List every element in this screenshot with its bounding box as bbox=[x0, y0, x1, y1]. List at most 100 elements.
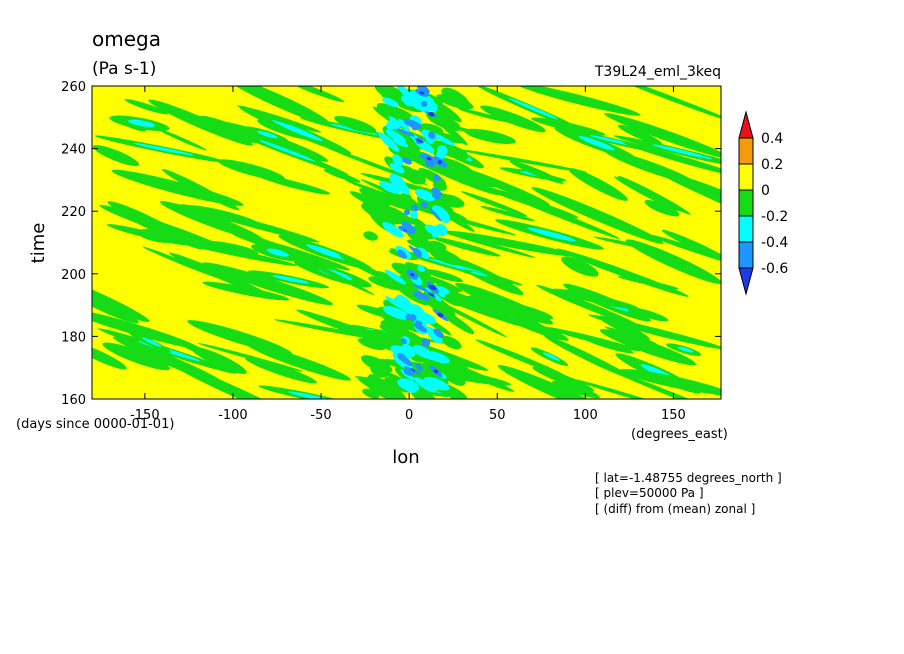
convective-band-strong bbox=[400, 338, 407, 345]
negative-anomaly-streak bbox=[198, 240, 259, 256]
negative-anomaly-streak bbox=[92, 308, 198, 349]
convective-band-core bbox=[433, 293, 442, 302]
colorbar-level-label: -0.4 bbox=[761, 235, 788, 251]
convective-band-peak bbox=[410, 273, 415, 277]
convective-band-strong bbox=[403, 368, 415, 376]
convective-band-cell bbox=[362, 388, 380, 399]
convective-band-cell bbox=[407, 175, 419, 185]
negative-anomaly-core bbox=[142, 337, 162, 347]
convective-band-core bbox=[423, 376, 450, 391]
negative-anomaly-streak bbox=[187, 320, 292, 355]
negative-anomaly-streak bbox=[457, 108, 513, 123]
convective-band-cell bbox=[380, 320, 402, 338]
y-tick-label: 200 bbox=[61, 268, 86, 283]
convective-band-core bbox=[417, 264, 425, 272]
negative-anomaly-streak bbox=[137, 228, 177, 243]
negative-anomaly-streak bbox=[323, 145, 428, 186]
convective-band-cell bbox=[363, 231, 378, 241]
x-tick-label: 0 bbox=[405, 408, 413, 423]
convective-band-strong bbox=[421, 100, 428, 108]
negative-anomaly-streak bbox=[246, 343, 352, 381]
negative-anomaly-core bbox=[543, 352, 560, 361]
x-tick-label: 50 bbox=[489, 408, 506, 423]
chart-title: omega bbox=[92, 27, 161, 51]
colorbar-level-label: -0.6 bbox=[761, 261, 788, 277]
negative-anomaly-streak bbox=[156, 128, 207, 151]
convective-band-strong bbox=[431, 187, 442, 197]
negative-anomaly-streak bbox=[568, 168, 628, 201]
negative-anomaly-streak bbox=[625, 239, 721, 284]
negative-anomaly-streak bbox=[489, 187, 620, 239]
negative-anomaly-core bbox=[527, 227, 577, 242]
convective-band-cell bbox=[422, 274, 463, 293]
colorbar-band bbox=[738, 189, 754, 217]
convective-band-cell bbox=[432, 100, 462, 123]
x-tick-label: 100 bbox=[573, 408, 598, 423]
convective-band-core bbox=[389, 163, 405, 174]
convective-band-peak bbox=[437, 160, 442, 165]
convective-band-strong bbox=[401, 221, 416, 234]
negative-anomaly-streak bbox=[552, 380, 600, 399]
negative-anomaly-streak bbox=[571, 378, 670, 399]
convective-band-core bbox=[393, 138, 409, 148]
x-axis-units: (degrees_east) bbox=[631, 427, 728, 442]
negative-anomaly-streak bbox=[168, 252, 275, 299]
negative-anomaly-core bbox=[272, 275, 309, 284]
plot-frame bbox=[91, 85, 722, 400]
y-tick-label: 220 bbox=[61, 205, 86, 220]
negative-anomaly-streak bbox=[287, 86, 345, 103]
y-tick-label: 260 bbox=[61, 80, 86, 95]
negative-anomaly-core bbox=[508, 97, 559, 120]
convective-band-core bbox=[425, 326, 443, 344]
negative-anomaly-core bbox=[258, 139, 316, 162]
negative-anomaly-streak bbox=[480, 105, 546, 133]
convective-band-strong bbox=[429, 208, 442, 222]
convective-band-peak bbox=[437, 312, 444, 318]
colorbar-min-triangle bbox=[738, 267, 754, 296]
y-axis-label: time bbox=[28, 223, 49, 264]
negative-anomaly-streak bbox=[644, 200, 680, 217]
x-axis-ticks: -150 -100 -50 0 50 100 150 bbox=[130, 86, 686, 423]
negative-anomaly-core bbox=[127, 119, 156, 127]
convective-band-core bbox=[430, 132, 455, 146]
negative-anomaly-streak bbox=[237, 105, 322, 133]
colorbar-max-triangle bbox=[738, 110, 754, 139]
convective-band-core bbox=[389, 298, 409, 312]
convective-band-cell bbox=[406, 239, 453, 257]
convective-band-strong bbox=[402, 157, 413, 165]
convective-band-cell bbox=[430, 140, 469, 160]
negative-anomaly-core bbox=[257, 130, 278, 139]
convective-band-cell bbox=[377, 306, 410, 331]
negative-anomaly-streak bbox=[629, 307, 669, 322]
negative-anomaly-streak bbox=[618, 175, 691, 215]
negative-anomaly-streak bbox=[515, 86, 641, 116]
convective-band-cell bbox=[436, 132, 463, 144]
convective-band-strong bbox=[431, 193, 442, 200]
convective-band-core bbox=[384, 269, 407, 285]
convective-band-core bbox=[378, 181, 401, 194]
convective-band-core bbox=[378, 132, 400, 152]
convective-band-core bbox=[426, 351, 450, 364]
convective-band-strong bbox=[413, 284, 429, 292]
y-tick-label: 160 bbox=[61, 393, 86, 408]
convective-band-strong bbox=[411, 204, 419, 212]
negative-anomaly-streak bbox=[455, 148, 588, 173]
negative-anomaly-streak bbox=[544, 335, 633, 380]
convective-band-strong bbox=[433, 174, 441, 182]
negative-anomaly-streak bbox=[183, 204, 260, 226]
x-tick-label: -50 bbox=[310, 408, 331, 423]
omega-field bbox=[92, 86, 721, 399]
convective-band-strong bbox=[411, 123, 419, 131]
negative-anomaly-streak bbox=[167, 361, 298, 399]
convective-band-strong bbox=[413, 291, 430, 301]
chart-units: (Pa s-1) bbox=[92, 59, 156, 79]
colorbar-level-label: 0.2 bbox=[761, 157, 783, 173]
negative-anomaly-streak bbox=[447, 163, 551, 206]
convective-band-peak bbox=[414, 138, 424, 143]
negative-anomaly-streak bbox=[617, 124, 663, 145]
negative-anomaly-streak bbox=[661, 229, 721, 264]
convective-band-cell bbox=[413, 388, 439, 399]
negative-anomaly-streak bbox=[92, 145, 140, 167]
negative-anomaly-streak bbox=[475, 339, 567, 377]
